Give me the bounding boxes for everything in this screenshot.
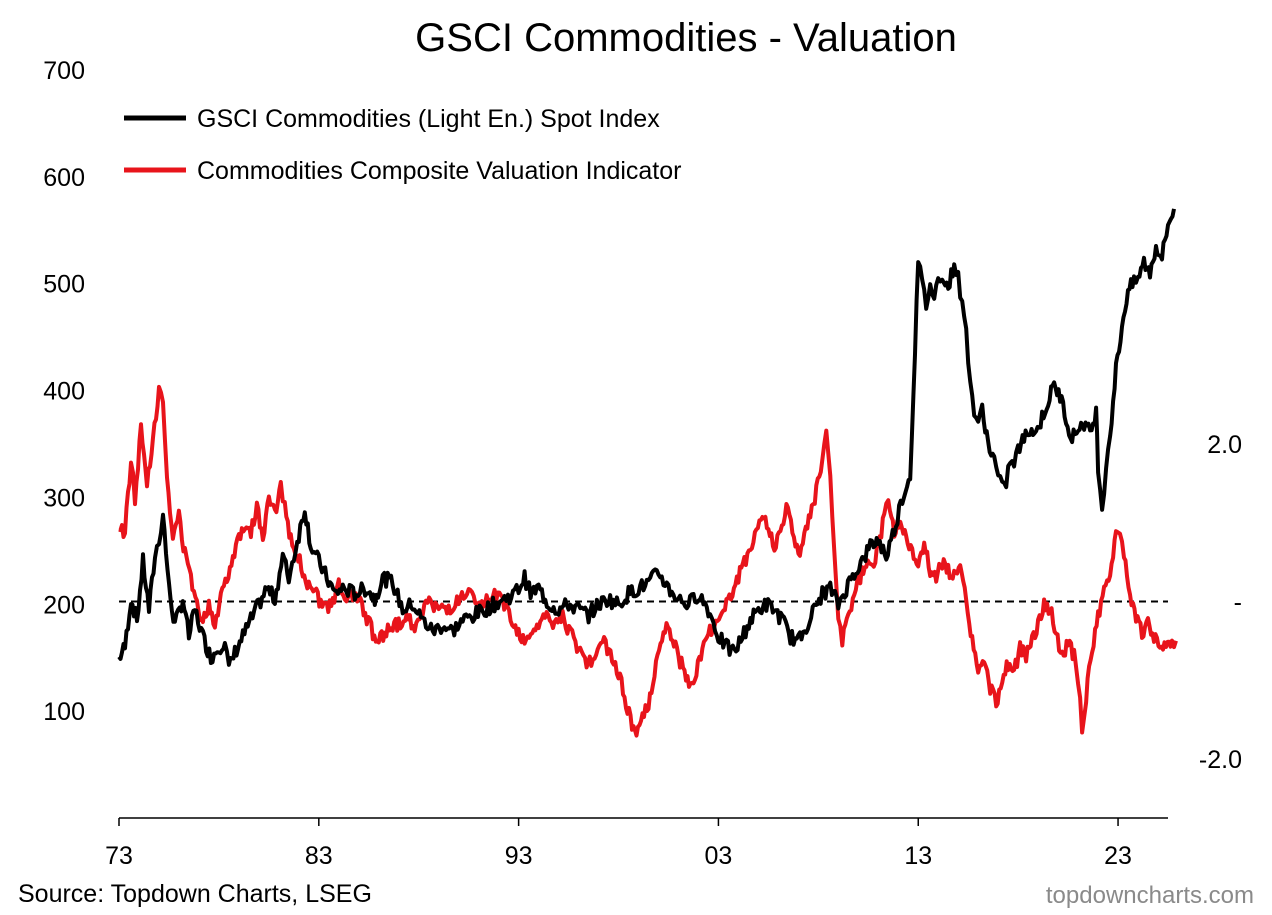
left-tick-label: 300 <box>43 484 85 512</box>
legend-label-gsci: GSCI Commodities (Light En.) Spot Index <box>197 105 660 133</box>
left-tick-label: 100 <box>43 698 85 726</box>
x-tick-label: 03 <box>705 842 733 870</box>
right-tick-label: -2.0 <box>1199 746 1242 774</box>
x-axis-ticks: 73 83 93 03 13 23 <box>105 818 1132 870</box>
left-tick-label: 200 <box>43 591 85 619</box>
right-axis-ticks: 2.0 - -2.0 <box>1199 431 1242 774</box>
x-tick-label: 73 <box>105 842 133 870</box>
x-tick-label: 83 <box>305 842 333 870</box>
series-line-gsci <box>117 208 1176 667</box>
legend: GSCI Commodities (Light En.) Spot Index … <box>124 105 682 185</box>
left-tick-label: 700 <box>43 57 85 85</box>
legend-label-valuation: Commodities Composite Valuation Indicato… <box>197 157 682 185</box>
right-tick-label: - <box>1234 588 1242 616</box>
right-tick-label: 2.0 <box>1207 431 1242 459</box>
source-note: Source: Topdown Charts, LSEG <box>18 880 372 908</box>
left-tick-label: 600 <box>43 164 85 192</box>
x-tick-label: 13 <box>904 842 932 870</box>
left-tick-label: 500 <box>43 271 85 299</box>
watermark: topdowncharts.com <box>1045 882 1254 909</box>
x-tick-label: 23 <box>1104 842 1132 870</box>
x-tick-label: 93 <box>505 842 533 870</box>
left-tick-label: 400 <box>43 378 85 406</box>
chart-title: GSCI Commodities - Valuation <box>415 16 957 60</box>
left-axis-ticks: 100 200 300 400 500 600 700 <box>43 57 85 726</box>
series-line-valuation <box>118 384 1178 738</box>
